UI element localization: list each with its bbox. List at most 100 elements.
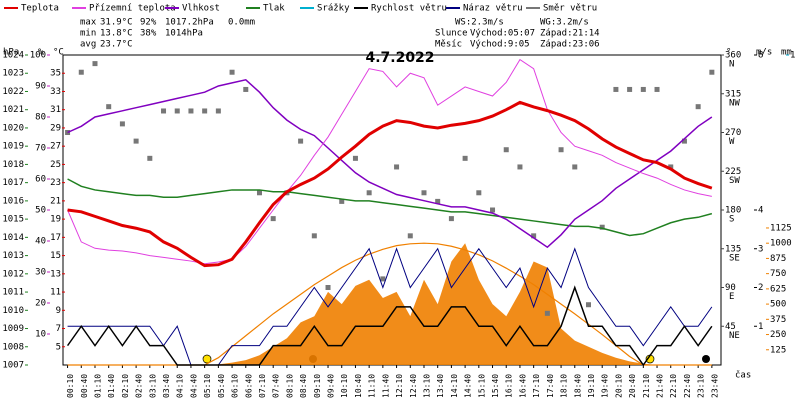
y-tick-label: 60 <box>35 175 46 185</box>
direction-marker <box>517 164 523 170</box>
wind-stat: WS:2.3m/s <box>455 18 504 28</box>
y-tick-label: 1013 <box>2 251 24 261</box>
x-tick-label: 21:40 <box>656 374 665 398</box>
y-tick-label: 750 <box>770 269 786 279</box>
y-tick-label: 225 <box>725 167 741 177</box>
series-line <box>67 100 713 268</box>
direction-marker <box>613 86 619 92</box>
compass-label: SW <box>729 176 740 186</box>
x-tick-label: 00:10 <box>66 374 75 398</box>
y-tick-label: 875 <box>770 254 786 264</box>
compass-label: SE <box>729 253 740 263</box>
direction-marker <box>92 61 98 67</box>
y-tick-label: 1016 <box>2 196 24 206</box>
y-tick-label: 1015 <box>2 215 24 225</box>
x-tick-label: 04:40 <box>189 374 198 398</box>
legend-label: Teplota <box>21 4 59 14</box>
sun-info: Východ:05:07 <box>470 29 535 39</box>
x-tick-label: 07:10 <box>258 374 267 398</box>
x-tick-label: 22:10 <box>669 374 678 398</box>
x-tick-label: 13:40 <box>436 374 445 398</box>
axis-title: mm <box>781 48 792 58</box>
y-tick-label: 125 <box>770 345 786 355</box>
x-tick-label: 01:10 <box>93 374 102 398</box>
axis-title: hPa <box>3 48 19 58</box>
y-tick-label: 270 <box>725 128 741 138</box>
compass-label: E <box>729 292 734 302</box>
y-tick-label: 25 <box>50 160 61 170</box>
y-tick-label: 1010 <box>2 306 24 316</box>
direction-marker <box>668 164 674 170</box>
y-tick-label: 315 <box>725 89 741 99</box>
y-tick-label: 21 <box>50 196 61 206</box>
direction-marker <box>695 104 701 110</box>
direction-marker <box>325 285 331 290</box>
y-tick-label: 45 <box>725 322 736 332</box>
direction-marker <box>503 147 509 153</box>
x-tick-label: 08:40 <box>299 374 308 398</box>
series-line <box>66 285 713 367</box>
direction-marker <box>339 198 345 204</box>
direction-marker <box>243 86 249 92</box>
y-tick-label: 1007 <box>2 361 24 371</box>
x-tick-label: 15:10 <box>477 374 486 398</box>
x-tick-label: 04:10 <box>176 374 185 398</box>
stat-temp: 23.7°C <box>100 40 133 50</box>
y-tick-label: 9 <box>56 306 61 316</box>
x-tick-label: 17:40 <box>546 374 555 398</box>
direction-marker <box>174 108 180 114</box>
x-tick-label: 12:10 <box>395 374 404 398</box>
legend-label: Rychlost větru <box>371 4 447 14</box>
series-line <box>67 178 713 237</box>
y-tick-label: 100 <box>30 51 46 61</box>
x-tick-label: 00:40 <box>80 374 89 398</box>
series-line <box>67 78 713 249</box>
compass-label: NE <box>729 331 740 341</box>
direction-marker <box>421 190 427 196</box>
y-tick-label: 2 <box>758 283 763 293</box>
stat-humidity: 38% <box>140 29 157 39</box>
compass-label: NW <box>729 98 740 108</box>
y-tick-label: 8 <box>758 51 763 61</box>
x-tick-label: 05:10 <box>203 374 212 398</box>
y-tick-label: 90 <box>725 283 736 293</box>
x-tick-label: 23:40 <box>710 374 719 398</box>
y-tick-label: 1012 <box>2 269 24 279</box>
direction-marker <box>572 164 578 170</box>
y-tick-label: 1 <box>758 322 763 332</box>
moon-info: Měsíc <box>435 40 462 50</box>
x-tick-label: 09:40 <box>327 374 336 398</box>
y-tick-label: 250 <box>770 330 786 340</box>
wind-stat: WG:3.2m/s <box>540 18 589 28</box>
direction-marker <box>311 233 317 239</box>
y-tick-label: 80 <box>35 113 46 123</box>
x-tick-label: 10:40 <box>354 374 363 398</box>
x-tick-label: 22:40 <box>683 374 692 398</box>
direction-marker <box>599 224 605 230</box>
x-tick-label: 18:40 <box>573 374 582 398</box>
direction-marker <box>202 108 208 114</box>
x-tick-label: 19:10 <box>587 374 596 398</box>
x-tick-label: 14:10 <box>450 374 459 398</box>
x-tick-label: 17:10 <box>532 374 541 398</box>
x-tick-label: 05:40 <box>217 374 226 398</box>
x-tick-label: 08:10 <box>285 374 294 398</box>
y-tick-label: 17 <box>50 233 61 243</box>
compass-label: S <box>729 215 734 225</box>
direction-marker <box>394 164 400 170</box>
moon-info: Východ:9:05 <box>470 40 530 50</box>
stat-rain: 0.0mm <box>228 18 255 28</box>
y-tick-label: 30 <box>35 268 46 278</box>
axis-title: °C <box>53 48 64 58</box>
series-line <box>67 58 712 265</box>
direction-marker <box>585 302 591 308</box>
y-tick-label: 33 <box>50 87 61 97</box>
direction-marker <box>119 121 125 127</box>
solar-area <box>67 243 712 365</box>
axis-title: % <box>38 48 44 58</box>
direction-marker <box>407 233 413 239</box>
sun-info: Západ:21:14 <box>540 29 600 39</box>
y-tick-label: 29 <box>50 123 61 133</box>
y-tick-label: 1125 <box>770 223 792 233</box>
y-tick-label: 10 <box>35 330 46 340</box>
